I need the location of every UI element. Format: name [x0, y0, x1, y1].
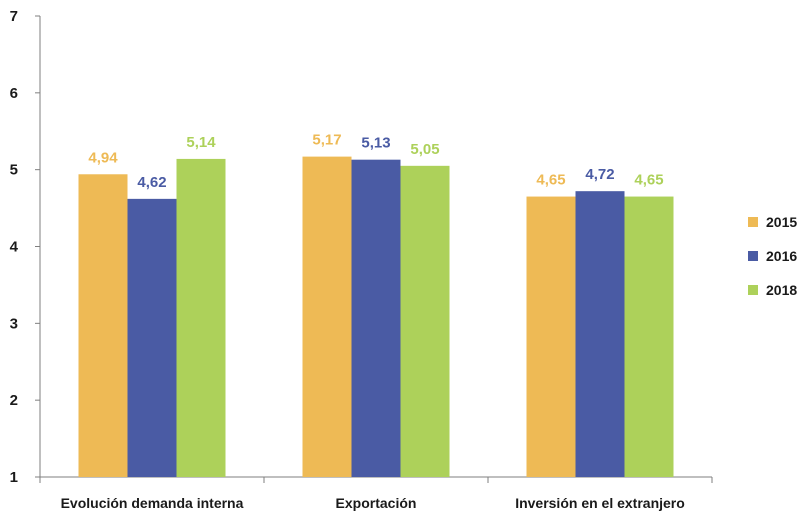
y-axis: 1 2 3 4 5 6 7: [10, 8, 41, 486]
x-category-label: Exportación: [336, 495, 417, 511]
value-label-2018: 5,05: [410, 141, 439, 158]
y-tick-label: 5: [10, 162, 18, 179]
legend-swatch-2016: [748, 251, 758, 261]
bar-2015: [302, 156, 352, 478]
value-label-2015: 4,94: [88, 149, 118, 166]
value-label-2018: 4,65: [634, 172, 663, 189]
bar-2015: [526, 196, 576, 477]
bars: [78, 156, 674, 478]
y-tick-label: 7: [10, 8, 18, 25]
y-tick-label: 3: [10, 315, 18, 332]
y-tick-label: 4: [10, 239, 19, 256]
y-tick-label: 6: [10, 85, 18, 102]
bar-2018: [400, 165, 450, 477]
legend-label-2016: 2016: [766, 248, 797, 264]
x-axis: Evolución demanda interna Exportación Inve…: [39, 476, 713, 511]
value-label-2018: 5,14: [186, 134, 216, 151]
y-tick-label: 2: [10, 392, 18, 409]
bar-2018: [624, 196, 674, 477]
bar-2016: [575, 191, 625, 477]
bar-2018: [176, 158, 226, 477]
x-category-label: Evolución demanda interna: [61, 495, 244, 511]
legend-swatch-2015: [748, 217, 758, 227]
value-label-2016: 4,72: [585, 166, 614, 183]
bar-2016: [351, 159, 401, 477]
legend-label-2015: 2015: [766, 214, 797, 230]
y-tick-label: 1: [10, 469, 18, 486]
x-category-label: Inversión en el extranjero: [515, 495, 685, 511]
value-label-2016: 5,13: [361, 135, 390, 152]
value-label-2015: 4,65: [536, 172, 565, 189]
legend-swatch-2018: [748, 285, 758, 295]
legend-label-2018: 2018: [766, 282, 797, 298]
bar-2016: [127, 198, 177, 477]
value-label-2016: 4,62: [137, 174, 166, 191]
value-labels: 4,94 4,62 5,14 5,17 5,13 5,05 4,65 4,72 4,65: [88, 132, 663, 191]
bar-2015: [78, 174, 128, 477]
legend: 2015 2016 2018: [748, 214, 797, 298]
value-label-2015: 5,17: [312, 132, 341, 149]
